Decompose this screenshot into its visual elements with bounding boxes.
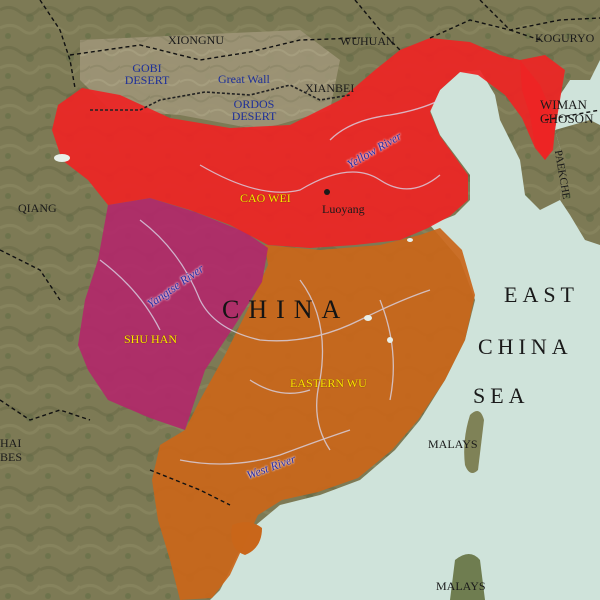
label-sea-sea: SEA [473,385,530,407]
label-ordos-desert: ORDOS DESERT [225,98,283,122]
label-gobi-desert: GOBI DESERT [122,62,172,86]
label-malays-north: MALAYS [428,438,478,450]
lake [364,315,372,321]
label-koguryo: KOGURYO [535,32,594,44]
label-malays-south: MALAYS [436,580,486,592]
lake [54,154,70,162]
lake [387,337,393,343]
label-shu-han: SHU HAN [124,333,177,345]
lake [407,238,413,242]
label-sea-east: EAST [504,284,579,306]
label-xiongnu: XIONGNU [168,34,224,46]
label-sea-china: CHINA [478,336,573,358]
label-eastern-wu: EASTERN WU [290,377,367,389]
label-xianbei: XIANBEI [305,82,354,94]
luoyang-marker [324,189,330,195]
label-wuhuan: WUHUAN [340,35,395,47]
label-great-wall: Great Wall [218,73,270,85]
luzon-island [450,554,485,600]
label-qiang: QIANG [18,202,57,214]
label-wiman-choson: WIMAN CHOSON [540,98,600,127]
label-hai-bes: HAI BES [0,436,20,465]
label-luoyang: Luoyang [322,203,365,215]
label-cao-wei: CAO WEI [240,192,291,204]
label-china: CHINA [222,297,349,323]
